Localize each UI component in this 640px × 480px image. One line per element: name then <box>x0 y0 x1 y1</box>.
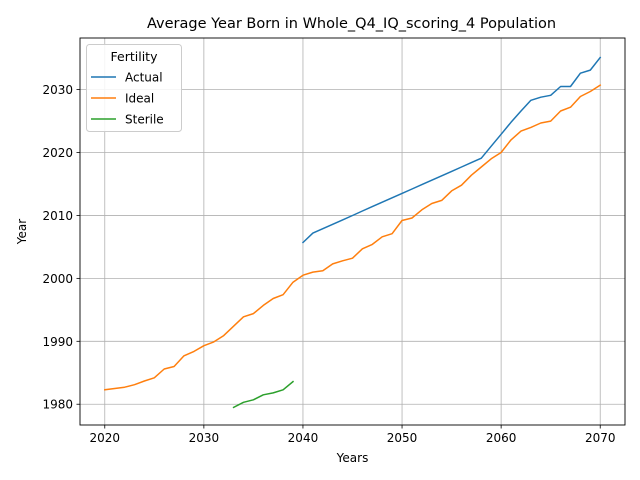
legend-entries: Actual Ideal Sterile <box>91 71 164 127</box>
chart-title: Average Year Born in Whole_Q4_IQ_scoring… <box>147 16 556 32</box>
x-axis-label: Years <box>336 451 369 465</box>
legend-label-ideal: Ideal <box>125 92 154 106</box>
legend: Fertility Actual Ideal Sterile <box>86 44 182 132</box>
y-axis-label: Year <box>15 219 29 245</box>
series-line-sterile <box>232 380 295 409</box>
legend-title: Fertility <box>111 49 159 64</box>
legend-label-actual: Actual <box>125 71 163 85</box>
x-tick-label: 2070 <box>585 431 616 445</box>
plot-frame <box>79 37 626 426</box>
y-tick-label: 2030 <box>42 83 73 97</box>
legend-box <box>86 44 182 132</box>
series-line-actual <box>301 56 602 244</box>
y-tick-label: 2010 <box>42 209 73 223</box>
series-lines <box>103 56 602 409</box>
y-tick-label: 1990 <box>42 335 73 349</box>
x-tick-label: 2020 <box>89 431 120 445</box>
x-tick-label: 2040 <box>288 431 319 445</box>
x-axis-ticks: 2020 2030 2040 2050 2060 2070 <box>89 425 616 445</box>
x-tick-label: 2050 <box>387 431 418 445</box>
x-tick-label: 2030 <box>189 431 220 445</box>
x-tick-label: 2060 <box>486 431 517 445</box>
y-tick-label: 1980 <box>42 398 73 412</box>
series-line-ideal <box>103 84 602 391</box>
y-tick-label: 2000 <box>42 272 73 286</box>
legend-label-sterile: Sterile <box>125 113 164 127</box>
y-axis-ticks: 1980 1990 2000 2010 2020 2030 <box>42 83 80 412</box>
y-tick-label: 2020 <box>42 146 73 160</box>
